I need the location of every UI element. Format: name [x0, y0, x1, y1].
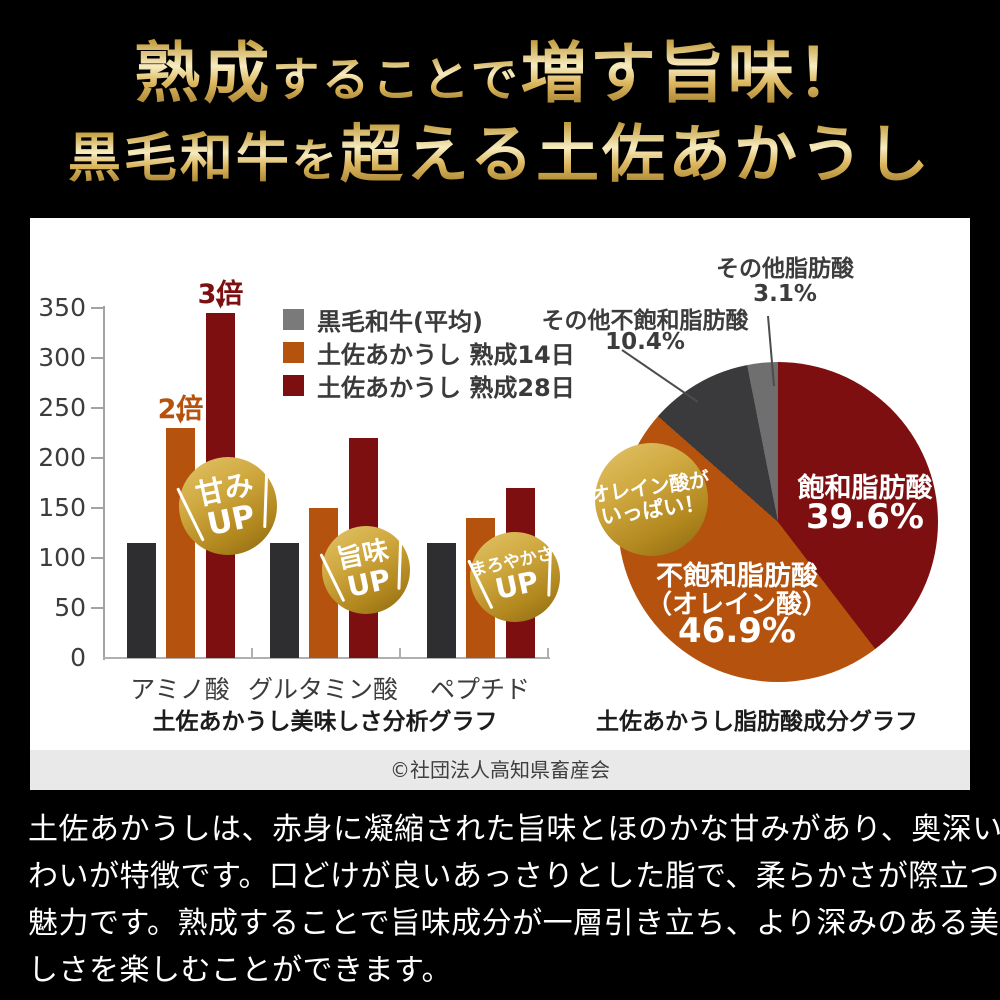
header-title-segment: 超える [340, 104, 536, 195]
footer-description: 土佐あかうしは、赤身に凝縮された旨味とほのかな甘みがあり、奥深い味 わいが特徴で… [28, 806, 1000, 994]
y-tick-label: 300 [38, 343, 86, 372]
badge-umami-up-text: 旨味 UP [314, 518, 418, 622]
y-axis-tick [91, 507, 103, 509]
slash-icon [547, 542, 553, 597]
header-title-line1: 熟成 することで 増す旨味！ [0, 20, 1000, 116]
y-axis-tick [91, 557, 103, 559]
header-title-segment: 土佐あかうし [536, 104, 932, 195]
y-axis-line [103, 306, 105, 660]
badge-line2: UP [203, 498, 259, 544]
pie-pct-unsaturated: 46.9% [678, 611, 796, 651]
y-tick-label: 0 [70, 643, 86, 672]
badge-oleic-acid-text: オレイン酸が いっぱい！ [588, 436, 716, 564]
y-axis-tick [91, 607, 103, 609]
legend-swatch-aged28 [283, 375, 304, 396]
bar-土佐あかうし 熟成14日-アミノ酸 [166, 428, 195, 658]
badge-line2: UP [492, 564, 542, 607]
y-axis-tick [91, 307, 103, 309]
pie-pct-other-unsat-fat: 10.4% [605, 329, 685, 355]
x-category-label: グルタミン酸 [247, 675, 398, 704]
y-tick-label: 350 [38, 293, 86, 322]
y-tick-label: 50 [54, 593, 86, 622]
header-title-segment: 増す旨味！ [521, 20, 866, 116]
pie-pct-saturated: 39.6% [806, 497, 924, 537]
annotation-arrow-icon: ▼ [175, 411, 186, 426]
legend-label-aged14: 土佐あかうし 熟成14日 [317, 341, 575, 369]
pie-label-other-fat: その他脂肪酸 [716, 256, 854, 282]
legend-label-aged28: 土佐あかうし 熟成28日 [317, 374, 575, 402]
legend-swatch-aged14 [283, 342, 304, 363]
pie-label-saturated: 飽和脂肪酸 [797, 473, 933, 504]
pie-label-unsaturated-sub: （オレイン酸） [645, 590, 828, 620]
badge-oleic-acid: オレイン酸が いっぱい！ [589, 443, 711, 556]
x-axis-tick [251, 648, 253, 658]
footer-line: わいが特徴です。口どけが良いあっさりとした脂で、柔らかさが際立つのも [28, 859, 1000, 894]
footer-line: 魅力です。熟成することで旨味成分が一層引き立ち、より深みのある美味 [28, 906, 1000, 941]
legend-row-aged14: 土佐あかうし 熟成14日 [283, 336, 575, 369]
credit-strip: ©社団法人高知県畜産会 [30, 750, 970, 790]
header-title-segment: を [292, 124, 340, 189]
y-tick-label: 200 [38, 443, 86, 472]
legend-row-aged28: 土佐あかうし 熟成28日 [283, 369, 575, 402]
y-tick-label: 100 [38, 543, 86, 572]
badge-sweetness-up-text: 甘み UP [170, 448, 286, 564]
x-category-label: ペプチド [429, 675, 530, 704]
badge-sweetness-up: 甘み UP [175, 457, 277, 555]
legend-row-kuroge: 黒毛和牛(平均) [283, 303, 575, 336]
header-title-segment: 熟成 [134, 20, 272, 116]
badge-mellowness-up: まろやかさ UP [467, 532, 560, 622]
credit-text: ©社団法人高知県畜産会 [390, 758, 610, 782]
x-axis-line [103, 657, 550, 659]
pie-label-other-unsat-fat: その他不飽和脂肪酸 [541, 308, 749, 334]
header-title-segment: することで [272, 41, 521, 110]
slash-icon [263, 468, 269, 528]
legend-label-kuroge: 黒毛和牛(平均) [317, 308, 483, 336]
bar-chart-title: 土佐あかうし美味しさ分析グラフ [152, 709, 498, 735]
pie-label-unsaturated: 不飽和脂肪酸 [656, 561, 818, 592]
x-category-label: アミノ酸 [130, 675, 230, 704]
y-tick-label: 150 [38, 493, 86, 522]
y-axis-tick [91, 357, 103, 359]
legend-swatch-kuroge [283, 309, 304, 330]
footer-line: 土佐あかうしは、赤身に凝縮された旨味とほのかな甘みがあり、奥深い味 [28, 812, 1000, 847]
x-axis-tick [399, 648, 401, 658]
bar-chart-legend: 黒毛和牛(平均) 土佐あかうし 熟成14日 土佐あかうし 熟成28日 [283, 303, 575, 402]
bar-黒毛和牛(平均)-ペプチド [427, 543, 456, 658]
header-title-line2: 黒毛和牛 を 超える 土佐あかうし [0, 104, 1000, 195]
y-tick-label: 250 [38, 393, 86, 422]
pie-chart-title: 土佐あかうし脂肪酸成分グラフ [596, 709, 918, 735]
bar-黒毛和牛(平均)-アミノ酸 [127, 543, 156, 658]
slash-icon [397, 536, 403, 590]
annotation-2倍: 2倍 [157, 394, 204, 425]
y-axis-tick [91, 457, 103, 459]
annotation-3倍: 3倍 [197, 279, 244, 310]
annotation-arrow-icon: ▼ [215, 296, 226, 311]
footer-line: しさを楽しむことができます。 [28, 953, 452, 988]
badge-umami-up: 旨味 UP [319, 526, 410, 614]
x-axis-tick [547, 648, 549, 658]
bar-黒毛和牛(平均)-グルタミン酸 [270, 543, 299, 658]
y-axis-tick [91, 407, 103, 409]
badge-line2: UP [344, 562, 394, 604]
header-title-segment: 黒毛和牛 [68, 116, 292, 192]
pie-pct-other-fat: 3.1% [753, 281, 817, 307]
badge-mellowness-up-text: まろやかさ UP [462, 524, 569, 631]
